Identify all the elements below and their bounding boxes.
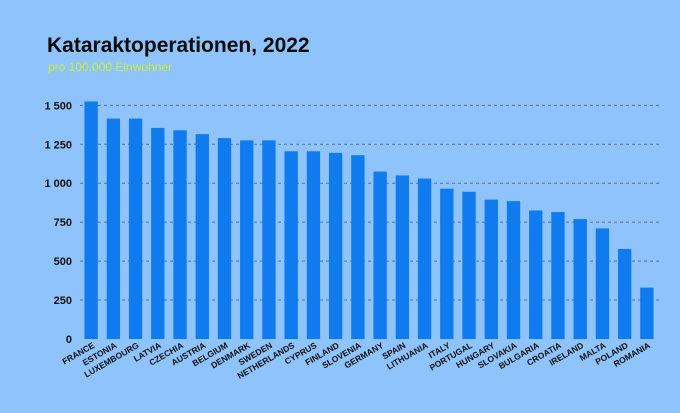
bar	[128, 118, 143, 339]
y-tick-label: 250	[54, 295, 72, 307]
y-tick-label: 1 500	[44, 100, 72, 112]
chart-subtitle: pro 100.000 Einwohner	[48, 60, 173, 74]
bar	[573, 219, 587, 339]
bar	[417, 178, 432, 339]
bar	[529, 210, 543, 339]
y-tick-label: 1 000	[44, 178, 72, 190]
bar	[217, 138, 232, 339]
bar	[195, 134, 209, 339]
bar	[373, 171, 387, 339]
bar	[151, 127, 165, 339]
bar	[617, 248, 632, 339]
y-tick-label: 0	[66, 334, 72, 346]
y-tick-label: 500	[54, 256, 72, 268]
bar	[173, 130, 187, 339]
bar	[595, 228, 610, 339]
bar	[551, 212, 565, 339]
bar	[84, 101, 98, 339]
x-axis: FRANCEESTONIALUXEMBOURGLATVIACZECHIAAUST…	[60, 340, 651, 381]
bar	[306, 151, 321, 339]
bars	[84, 101, 654, 339]
gridlines	[80, 104, 660, 301]
bar	[328, 152, 343, 339]
bar	[506, 201, 521, 339]
bar	[440, 188, 454, 339]
bar	[640, 287, 654, 339]
y-axis: 0 250 500 750 1 000 1 250 1 500	[44, 100, 72, 346]
bar	[106, 118, 121, 339]
bar	[284, 151, 298, 339]
bar	[484, 199, 498, 339]
chart-title: Kataraktoperationen, 2022	[47, 34, 310, 57]
bar	[240, 140, 254, 339]
y-tick-label: 1 250	[44, 139, 72, 151]
bar	[462, 191, 476, 339]
y-tick-label: 750	[54, 217, 72, 229]
bar	[262, 140, 276, 339]
bar	[395, 175, 410, 339]
bar	[351, 155, 365, 339]
